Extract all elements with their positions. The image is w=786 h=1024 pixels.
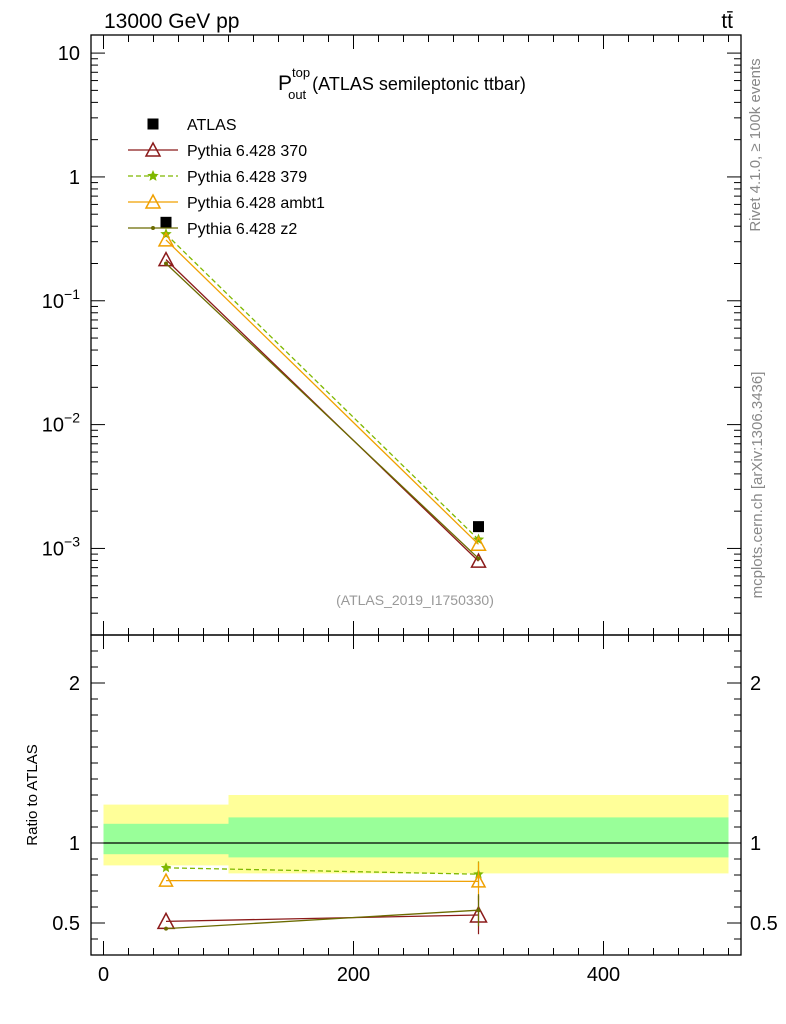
data-point	[160, 216, 172, 228]
main-panel: 10 1 10−1 10−2 10−3 Ptop out (ATLAS semilepton…	[42, 34, 742, 636]
rivet-label: Rivet 4.1.0, ≥ 100k events	[747, 58, 764, 231]
series-line	[165, 239, 479, 545]
data-point	[144, 193, 162, 209]
data-point	[147, 118, 159, 130]
legend-label: Pythia 6.428 z2	[187, 221, 297, 238]
data-point	[151, 226, 155, 230]
data-point	[157, 251, 175, 267]
ratio-series	[156, 861, 488, 935]
title-superscript: top	[292, 65, 310, 80]
title-subscript: out	[288, 87, 306, 102]
ratio-series-0	[156, 895, 488, 935]
y-tick-label: 10	[58, 43, 80, 65]
series-line	[165, 867, 479, 875]
series-line	[165, 879, 479, 883]
data-point	[164, 926, 168, 931]
legend-item: Pythia 6.428 z2	[128, 221, 297, 238]
series-line	[165, 909, 479, 930]
legend-label: Pythia 6.428 379	[187, 169, 307, 186]
y-tick-label-right: 0.5	[750, 913, 778, 935]
series-line	[165, 263, 479, 559]
energy-label: 13000 GeV pp	[104, 10, 239, 33]
data-point	[470, 552, 487, 568]
title-rest: (ATLAS semileptonic ttbar)	[312, 74, 526, 94]
ratio-series-2	[158, 862, 487, 901]
x-tick-label: 0	[98, 964, 109, 986]
data-point	[147, 170, 159, 181]
data-point	[158, 872, 174, 887]
series-line	[165, 914, 479, 923]
data-point	[473, 521, 484, 533]
data-point	[476, 556, 481, 561]
data-point	[470, 873, 487, 888]
y-tick-label-right: 1	[750, 833, 761, 855]
legend-item: Pythia 6.428 370	[128, 141, 307, 160]
main-ticks	[91, 35, 741, 636]
y-tick-label: 1	[69, 833, 80, 855]
data-point	[470, 535, 487, 552]
y-tick-label: 10−2	[42, 410, 80, 437]
data-point	[144, 141, 162, 157]
data-point	[160, 862, 172, 873]
series-line	[165, 233, 479, 541]
series-1	[157, 251, 487, 568]
ratio-ticks	[91, 634, 741, 956]
ratio-x-tick-labels: 0 200 400	[98, 964, 620, 986]
y-tick-label: 1	[69, 167, 80, 189]
ratio-panel: 0.5 0.5 1 1 2 2 0 200 400 Ratio to ATLAS	[24, 634, 778, 986]
legend-label: Pythia 6.428 370	[187, 143, 307, 160]
chart-title: Ptop out (ATLAS semileptonic ttbar)	[278, 65, 526, 102]
data-point	[164, 261, 168, 266]
data-point	[476, 908, 481, 913]
ratio-y-tick-labels: 0.5 0.5 1 1 2 2	[52, 673, 778, 935]
legend: ATLAS Pythia 6.428 370 Pythia 6.428 379 Pyt…	[128, 117, 325, 238]
data-point	[472, 533, 485, 545]
series-4	[164, 261, 481, 561]
legend-item: Pythia 6.428 379	[128, 169, 307, 186]
x-tick-label: 400	[587, 964, 620, 986]
y-tick-label: 0.5	[52, 913, 80, 935]
main-series	[157, 216, 487, 568]
stat-uncertainty-band	[103, 823, 229, 855]
y-tick-label-right: 2	[750, 673, 761, 695]
analysis-id: (ATLAS_2019_I1750330)	[336, 592, 494, 608]
ratio-series-3	[164, 894, 481, 931]
title-symbol: P	[278, 72, 292, 95]
y-tick-label: 10−3	[42, 533, 80, 560]
mcplots-label: mcplots.cern.ch [arXiv:1306.3436]	[749, 372, 766, 599]
series-3	[157, 231, 487, 552]
ratio-bands	[103, 795, 729, 874]
series-0	[160, 216, 484, 533]
y-tick-label: 10−1	[42, 286, 80, 313]
y-tick-label: 2	[69, 673, 80, 695]
data-point	[157, 231, 175, 247]
legend-label: ATLAS	[187, 117, 237, 134]
process-label: tt̄	[721, 10, 733, 33]
legend-item: Pythia 6.428 ambt1	[128, 193, 325, 212]
legend-item: ATLAS	[147, 117, 237, 134]
series-2	[160, 228, 485, 545]
x-tick-label: 200	[337, 964, 370, 986]
ratio-y-label: Ratio to ATLAS	[24, 744, 41, 845]
main-y-tick-labels: 10 1 10−1 10−2 10−3	[42, 43, 80, 560]
legend-label: Pythia 6.428 ambt1	[187, 195, 325, 212]
stat-uncertainty-band	[228, 817, 729, 858]
